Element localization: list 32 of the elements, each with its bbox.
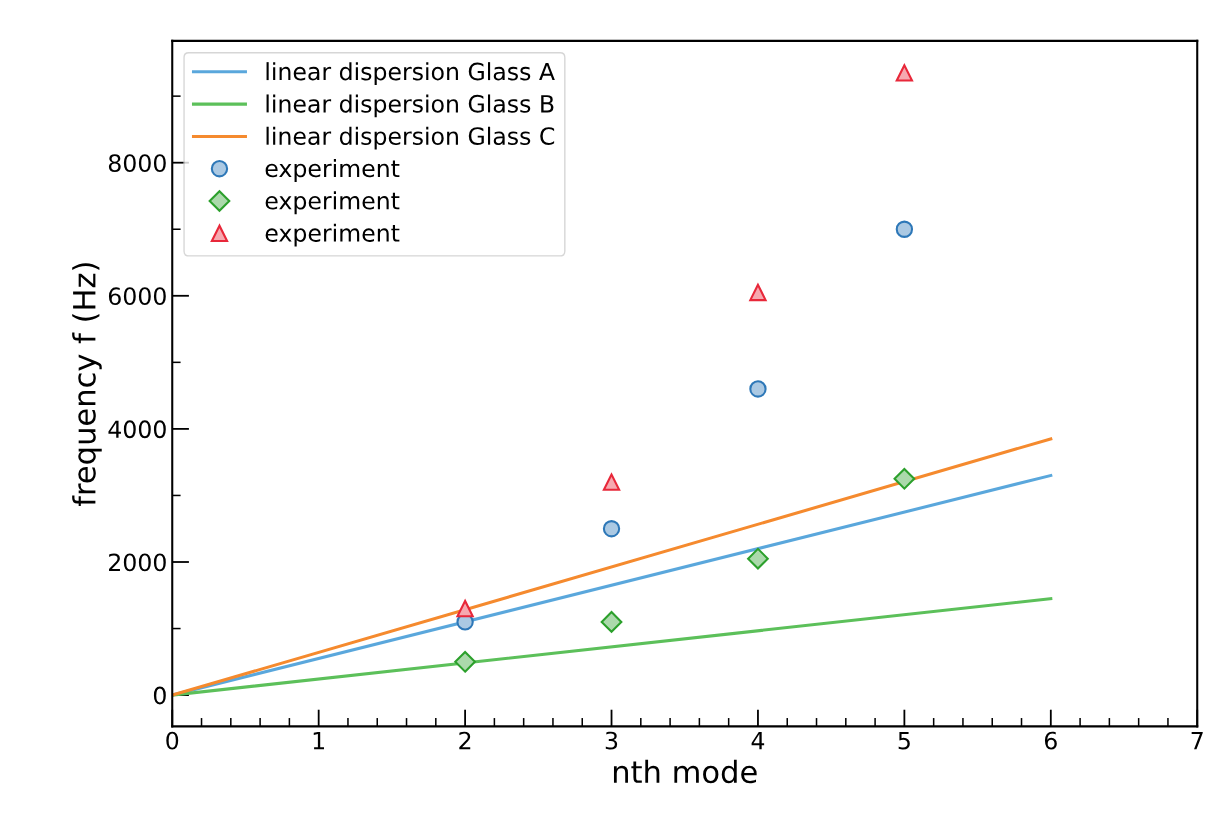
y-tick-label: 8000 — [108, 154, 166, 172]
y-tick-label: 4000 — [108, 420, 166, 439]
point — [893, 467, 916, 490]
x-tick-label: 0 — [166, 731, 179, 750]
y-axis-title: frequency f (Hz) — [72, 263, 102, 507]
point — [600, 611, 623, 633]
x-tick-label: 1 — [313, 731, 324, 750]
y-tick-label: 6000 — [108, 287, 166, 306]
legend-label: experiment — [265, 223, 400, 247]
point — [895, 220, 914, 238]
x-tick-label: 2 — [459, 731, 471, 750]
y-tick-label: 2000 — [109, 553, 166, 572]
legend-label: experiment — [265, 159, 400, 182]
point — [602, 473, 621, 491]
point — [454, 650, 476, 673]
point — [749, 283, 767, 302]
x-tick-label: 4 — [751, 731, 765, 750]
x-tick-label: 7 — [1191, 731, 1203, 750]
point — [602, 520, 621, 538]
x-axis-title: nth mode — [613, 759, 757, 784]
point — [747, 547, 769, 570]
legend-label: linear dispersion Glass B — [266, 94, 554, 118]
legend-label: experiment — [265, 191, 400, 215]
point — [456, 599, 474, 618]
point — [895, 64, 914, 82]
y-tick-label: 0 — [153, 686, 166, 705]
x-tick-label: 5 — [898, 731, 910, 750]
legend-label: linear dispersion Glass A — [266, 62, 555, 85]
point — [749, 380, 767, 398]
legend-label: linear dispersion Glass C — [266, 126, 555, 150]
x-tick-label: 3 — [605, 731, 618, 750]
x-tick-label: 6 — [1044, 731, 1057, 750]
